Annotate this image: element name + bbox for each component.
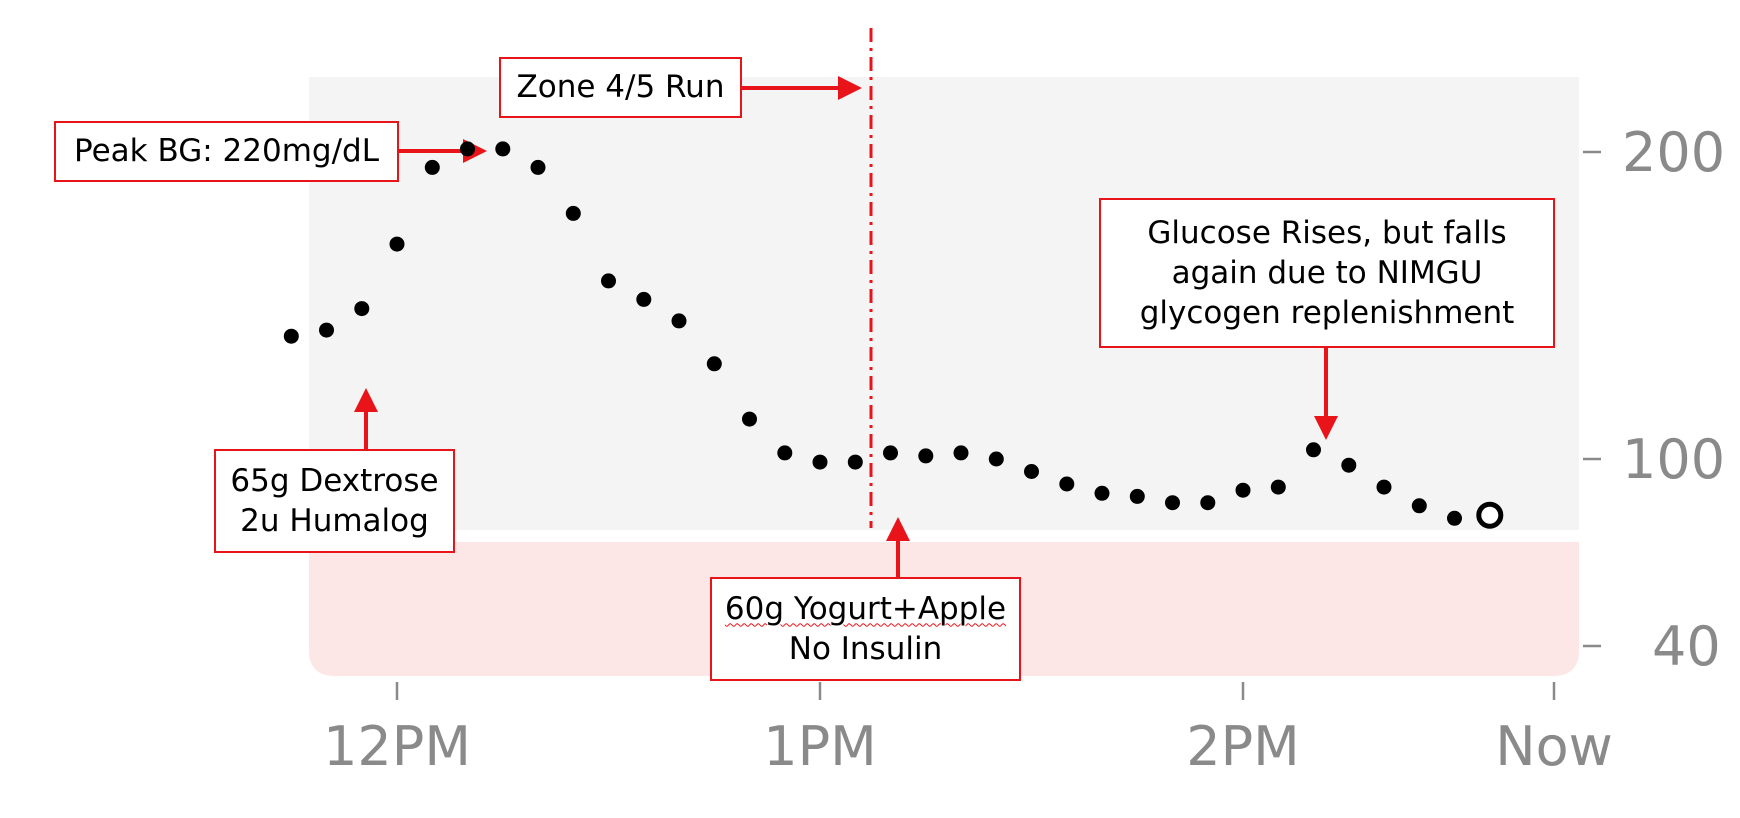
yogurt-label-text: 60g Yogurt+Apple — [724, 590, 1007, 627]
glucose-point — [1235, 482, 1251, 498]
yogurt-label-line1: 60g Yogurt+Apple — [725, 589, 1006, 629]
y-tick-label-40: 40 — [1652, 615, 1721, 678]
glucose-point — [847, 454, 863, 470]
dextrose-annotation: 65g Dextrose 2u Humalog — [214, 449, 455, 553]
glucose-point — [424, 159, 440, 175]
dextrose-label-line2: 2u Humalog — [240, 503, 429, 539]
x-tick-label-now: Now — [1495, 715, 1613, 778]
glucose-point — [812, 454, 828, 470]
yogurt-label-line2: No Insulin — [788, 631, 943, 667]
glucose-point — [1411, 498, 1427, 514]
glucose-point — [953, 445, 969, 461]
nimgu-label-line3: glycogen replenishment — [1139, 295, 1515, 332]
current-glucose-point — [1476, 501, 1504, 529]
glucose-point — [389, 236, 405, 252]
peak-label: Peak BG: 220mg/dL — [74, 133, 379, 170]
glucose-point — [1306, 442, 1321, 458]
glucose-point — [1341, 457, 1357, 473]
x-axis: 12PM 1PM 2PM Now — [323, 682, 1613, 778]
glucose-point — [1165, 495, 1180, 511]
glucose-point — [601, 273, 616, 289]
dextrose-label-line1: 65g Dextrose — [230, 462, 439, 499]
glucose-point — [530, 159, 546, 175]
glucose-point — [777, 445, 793, 461]
yogurt-annotation: 60g Yogurt+Apple No Insulin — [710, 577, 1021, 681]
glucose-point — [565, 205, 581, 221]
glucose-point — [1200, 495, 1216, 511]
zone-run-label: Zone 4/5 Run — [516, 69, 725, 106]
glucose-point — [1024, 464, 1039, 479]
glucose-point — [1129, 488, 1145, 504]
x-tick-label-12pm: 12PM — [323, 715, 471, 778]
x-tick-label-1pm: 1PM — [763, 715, 877, 778]
glucose-point — [918, 448, 934, 464]
glucose-point — [883, 445, 898, 461]
zone-run-annotation: Zone 4/5 Run — [499, 57, 742, 118]
glucose-point — [1094, 485, 1110, 501]
nimgu-annotation: Glucose Rises, but falls again due to NI… — [1099, 198, 1555, 348]
nimgu-label-line1: Glucose Rises, but falls — [1147, 214, 1507, 251]
glucose-point — [636, 291, 652, 307]
glucose-points — [283, 141, 1504, 529]
glucose-point — [460, 141, 475, 157]
y-axis: 200 100 40 — [1583, 121, 1725, 678]
glucose-point — [319, 322, 334, 338]
y-tick-label-200: 200 — [1622, 121, 1725, 184]
nimgu-label-line2: again due to NIMGU — [1171, 254, 1483, 291]
glucose-point — [1376, 479, 1392, 495]
glucose-point — [1270, 479, 1286, 495]
glucose-point — [742, 411, 757, 427]
x-tick-label-2pm: 2PM — [1186, 715, 1300, 778]
glucose-point — [706, 356, 722, 372]
glucose-point — [671, 313, 687, 329]
glucose-point — [354, 301, 370, 317]
peak-annotation: Peak BG: 220mg/dL — [54, 121, 399, 182]
y-tick-label-100: 100 — [1622, 428, 1725, 491]
glucose-point — [495, 141, 511, 157]
glucose-point — [1059, 476, 1075, 492]
glucose-point — [283, 328, 299, 344]
glucose-point — [988, 451, 1004, 467]
glucose-point — [1447, 510, 1462, 526]
